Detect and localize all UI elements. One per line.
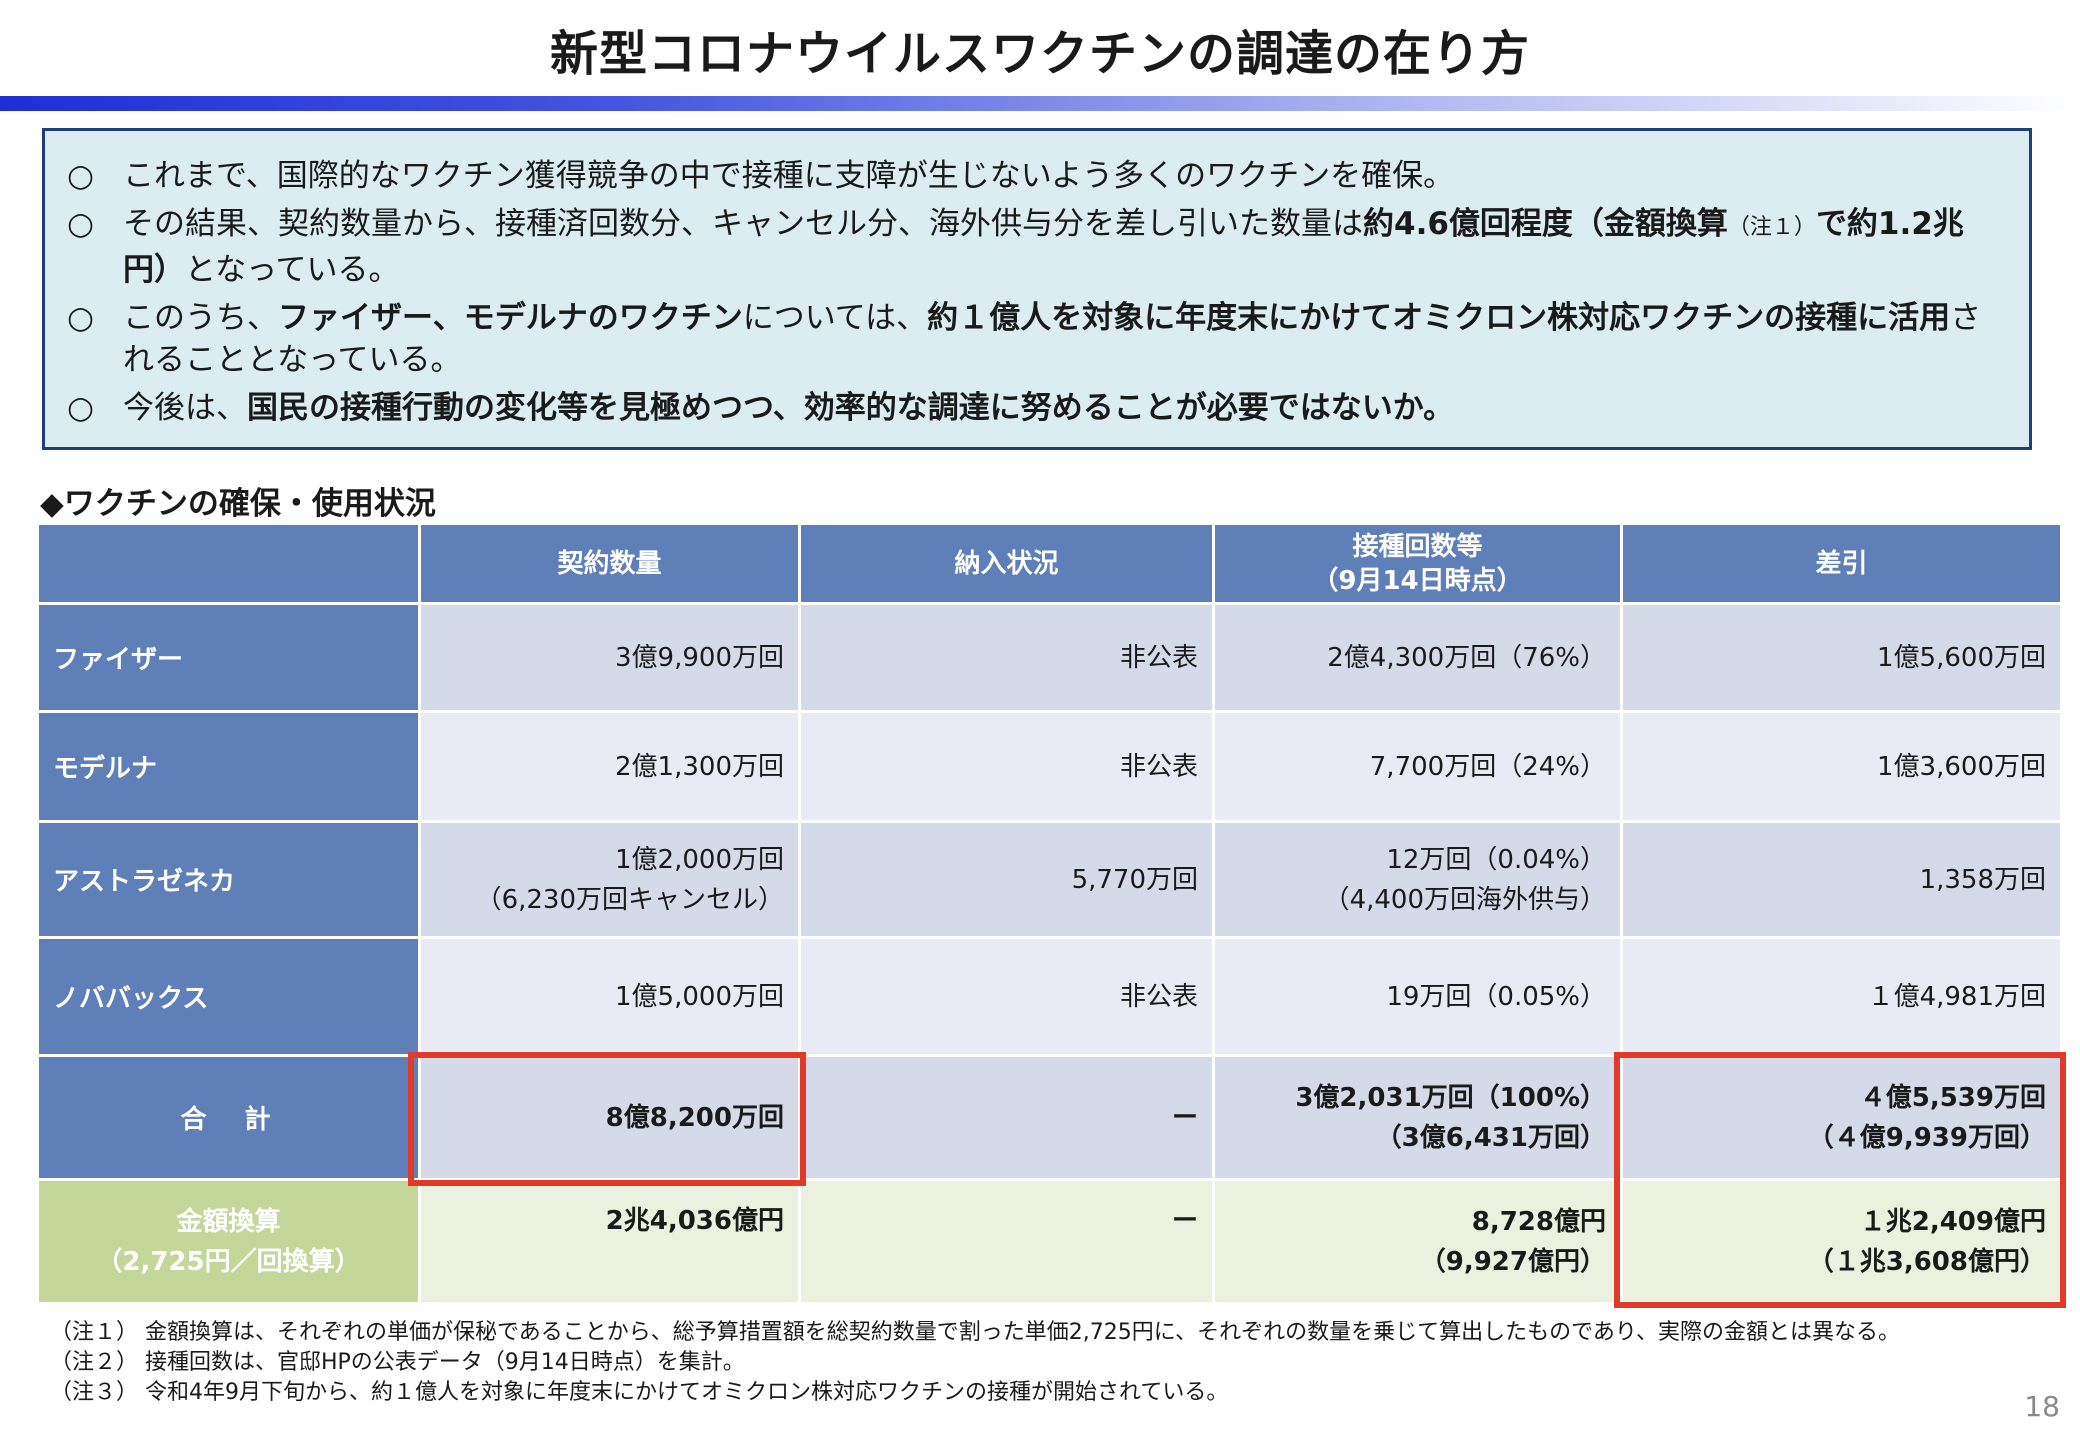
contract-cell: 1億2,000万回 （6,230万回キャンセル） bbox=[418, 820, 801, 939]
diff-cell: 1億5,600万回 bbox=[1620, 602, 2063, 713]
table-row: ファイザー 3億9,900万回 非公表 2億4,300万回（76%） 1億5,6… bbox=[36, 602, 2063, 713]
amount-label: 金額換算 （2,725円／回換算） bbox=[36, 1178, 421, 1305]
diff-cell: 1億3,600万回 bbox=[1620, 710, 2063, 823]
circle-bullet-icon: ○ bbox=[67, 300, 95, 336]
amount-delivery-cell: ー bbox=[798, 1178, 1215, 1305]
circle-bullet-icon: ○ bbox=[67, 158, 95, 194]
footnote: （注１） 金額換算は、それぞれの単価が保秘であることから、総予算措置額を総契約数… bbox=[50, 1320, 1901, 1345]
footnote-ref: （注１） bbox=[1727, 215, 1816, 240]
table-header-cell: 納入状況 bbox=[798, 522, 1215, 605]
table-header-cell bbox=[36, 522, 421, 605]
delivery-cell: 5,770万回 bbox=[798, 820, 1215, 939]
delivery-cell: 非公表 bbox=[798, 710, 1215, 823]
summary-bullet: ○ 今後は、国民の接種行動の変化等を見極めつつ、効率的な調達に努めることが必要で… bbox=[67, 387, 2007, 429]
summary-text-part: このうち、 bbox=[123, 300, 278, 336]
diff-cell: １億4,981万回 bbox=[1620, 936, 2063, 1057]
amount-row: 金額換算 （2,725円／回換算） 2兆4,036億円 ー 8,728億円 （9… bbox=[36, 1178, 2063, 1305]
summary-bullet: ○ このうち、ファイザー、モデルナのワクチンについては、約１億人を対象に年度末に… bbox=[67, 297, 2007, 381]
total-row: 合 計 8億8,200万回 ー 3億2,031万回（100%） （3億6,431… bbox=[36, 1054, 2063, 1181]
circle-bullet-icon: ○ bbox=[67, 206, 95, 242]
footnotes: （注１） 金額換算は、それぞれの単価が保秘であることから、総予算措置額を総契約数… bbox=[50, 1318, 1900, 1408]
table-header-row: 契約数量 納入状況 接種回数等 （9月14日時点） 差引 bbox=[36, 522, 2063, 605]
summary-text-part: されることとなっている。 bbox=[123, 300, 1982, 378]
table-header-cell: 契約数量 bbox=[418, 522, 801, 605]
delivery-cell: 非公表 bbox=[798, 936, 1215, 1057]
total-delivery-cell: ー bbox=[798, 1054, 1215, 1181]
contract-cell: 3億9,900万回 bbox=[418, 602, 801, 713]
summary-text-part: これまで、国際的なワクチン獲得競争の中で接種に支障が生じないよう多くのワクチンを… bbox=[123, 158, 1455, 194]
total-label: 合 計 bbox=[36, 1054, 421, 1181]
summary-text-bold: 約4.6億回程度（金額換算 bbox=[1363, 206, 1728, 242]
table-header-cell: 差引 bbox=[1620, 522, 2063, 605]
summary-text-part: については、 bbox=[742, 300, 928, 336]
circle-bullet-icon: ○ bbox=[67, 390, 95, 426]
total-diff-cell: ４億5,539万回 （４億9,939万回） bbox=[1620, 1054, 2063, 1181]
summary-text-part: となっている。 bbox=[185, 252, 400, 288]
summary-text: これまで、国際的なワクチン獲得競争の中で接種に支障が生じないよう多くのワクチンを… bbox=[123, 155, 1454, 197]
summary-box: ○ これまで、国際的なワクチン獲得競争の中で接種に支障が生じないよう多くのワクチ… bbox=[42, 128, 2032, 450]
doses-cell: 2億4,300万回（76%） bbox=[1212, 602, 1623, 713]
amount-doses-cell: 8,728億円 （9,927億円） bbox=[1212, 1178, 1623, 1305]
summary-text-bold: 国民の接種行動の変化等を見極めつつ、効率的な調達に努めることが必要ではないか。 bbox=[247, 390, 1455, 426]
vaccine-status-table: 契約数量 納入状況 接種回数等 （9月14日時点） 差引 ファイザー 3億9,9… bbox=[36, 522, 2063, 1305]
row-label: アストラゼネカ bbox=[36, 820, 421, 939]
footnote: （注３） 令和4年9月下旬から、約１億人を対象に年度末にかけてオミクロン株対応ワ… bbox=[50, 1380, 1229, 1405]
summary-text: このうち、ファイザー、モデルナのワクチンについては、約１億人を対象に年度末にかけ… bbox=[123, 297, 2007, 381]
summary-text: 今後は、国民の接種行動の変化等を見極めつつ、効率的な調達に努めることが必要ではな… bbox=[123, 387, 1454, 429]
summary-text-bold: で約1.2兆円） bbox=[123, 206, 1964, 288]
doses-cell: 12万回（0.04%） （4,400万回海外供与） bbox=[1212, 820, 1623, 939]
page-number: 18 bbox=[2024, 1390, 2060, 1423]
contract-cell: 2億1,300万回 bbox=[418, 710, 801, 823]
table-header-cell: 接種回数等 （9月14日時点） bbox=[1212, 522, 1623, 605]
highlight-box-difference bbox=[1614, 1052, 2066, 1308]
table-row: アストラゼネカ 1億2,000万回 （6,230万回キャンセル） 5,770万回… bbox=[36, 820, 2063, 939]
title-underline-bar bbox=[0, 96, 2080, 111]
summary-bullet: ○ その結果、契約数量から、接種済回数分、キャンセル分、海外供与分を差し引いた数… bbox=[67, 203, 2007, 291]
row-label: モデルナ bbox=[36, 710, 421, 823]
doses-cell: 7,700万回（24%） bbox=[1212, 710, 1623, 823]
delivery-cell: 非公表 bbox=[798, 602, 1215, 713]
summary-bullet: ○ これまで、国際的なワクチン獲得競争の中で接種に支障が生じないよう多くのワクチ… bbox=[67, 155, 2007, 197]
footnote: （注２） 接種回数は、官邸HPの公表データ（9月14日時点）を集計。 bbox=[50, 1350, 745, 1375]
doses-cell: 19万回（0.05%） bbox=[1212, 936, 1623, 1057]
amount-diff-cell: １兆2,409億円 （１兆3,608億円） bbox=[1620, 1178, 2063, 1305]
contract-cell: 1億5,000万回 bbox=[418, 936, 801, 1057]
row-label: ファイザー bbox=[36, 602, 421, 713]
summary-text-part: 今後は、 bbox=[123, 390, 247, 426]
summary-text: その結果、契約数量から、接種済回数分、キャンセル分、海外供与分を差し引いた数量は… bbox=[123, 203, 2007, 291]
amount-contract-cell: 2兆4,036億円 bbox=[418, 1178, 801, 1305]
total-doses-cell: 3億2,031万回（100%） （3億6,431万回） bbox=[1212, 1054, 1623, 1181]
row-label: ノババックス bbox=[36, 936, 421, 1057]
table-row: ノババックス 1億5,000万回 非公表 19万回（0.05%） １億4,981… bbox=[36, 936, 2063, 1057]
page-title: 新型コロナウイルスワクチンの調達の在り方 bbox=[549, 26, 1530, 82]
section-heading: ◆ワクチンの確保・使用状況 bbox=[40, 486, 436, 522]
summary-text-part: その結果、契約数量から、接種済回数分、キャンセル分、海外供与分を差し引いた数量は bbox=[123, 206, 1363, 242]
diff-cell: 1,358万回 bbox=[1620, 820, 2063, 939]
summary-text-bold: ファイザー、モデルナのワクチン bbox=[278, 300, 743, 336]
table-row: モデルナ 2億1,300万回 非公表 7,700万回（24%） 1億3,600万… bbox=[36, 710, 2063, 823]
summary-text-bold: 約１億人を対象に年度末にかけてオミクロン株対応ワクチンの接種に活用 bbox=[927, 300, 1951, 336]
highlight-box-contract-total bbox=[408, 1052, 806, 1186]
